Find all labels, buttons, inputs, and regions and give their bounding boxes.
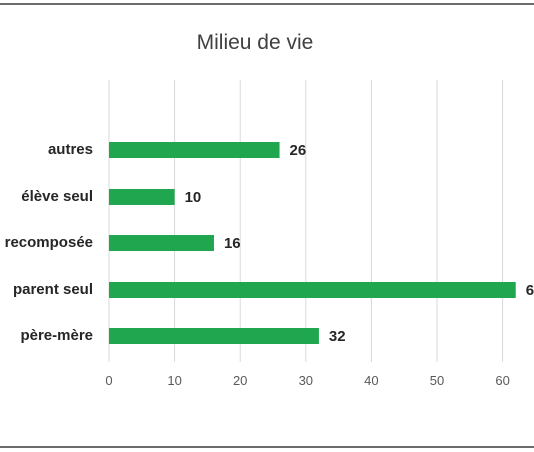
bar-4 (109, 328, 319, 344)
category-label: père-mère (20, 327, 93, 344)
category-label: autres (48, 141, 93, 158)
bar-1 (109, 189, 175, 205)
data-label: 16 (224, 235, 241, 252)
chart-title: Milieu de vie (197, 31, 314, 54)
x-tick-label: 40 (364, 373, 378, 388)
data-label: 32 (329, 328, 346, 345)
x-tick-label: 20 (233, 373, 247, 388)
gridlines (108, 80, 504, 362)
category-labels: autres élève seul recomposée parent seul pèr… (5, 141, 93, 344)
category-label: recomposée (5, 234, 93, 251)
bars (109, 142, 516, 344)
bar-0 (109, 142, 280, 158)
category-label: élève seul (21, 188, 93, 205)
x-tick-label: 50 (430, 373, 444, 388)
category-label: parent seul (13, 281, 93, 298)
x-axis-ticks: 0 10 20 30 40 50 60 (105, 373, 509, 388)
data-label: 62 (526, 282, 534, 299)
bar-3 (109, 282, 516, 298)
bar-2 (109, 235, 214, 251)
x-tick-label: 0 (105, 373, 112, 388)
x-tick-label: 30 (299, 373, 313, 388)
data-labels: 26 10 16 62 32 (185, 142, 534, 345)
data-label: 26 (290, 142, 307, 159)
x-tick-label: 10 (167, 373, 181, 388)
x-tick-label: 60 (495, 373, 509, 388)
data-label: 10 (185, 189, 202, 206)
